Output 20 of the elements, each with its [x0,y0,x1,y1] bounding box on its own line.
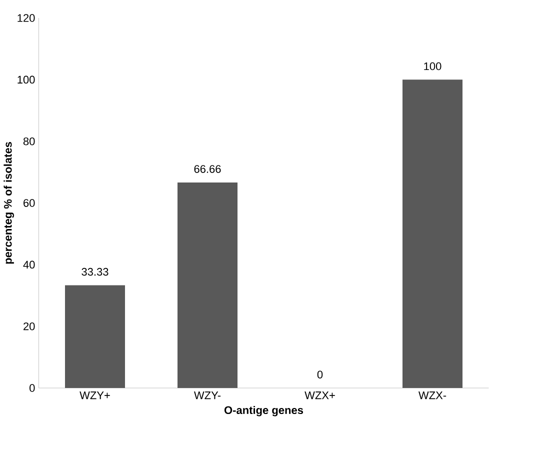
y-tick-label: 80 [23,137,35,146]
y-tick-label: 120 [18,14,35,22]
bar [65,285,125,388]
x-tick-label: WZY- [194,392,221,400]
x-axis-title: O-antige genes [224,406,304,416]
x-tick-label: WZX+ [304,392,335,400]
y-axis-title: percenteg % of isolates [4,142,14,264]
y-tick-label: 60 [24,199,35,207]
bar [178,182,238,388]
bar [402,80,463,388]
y-tick-label: 100 [18,76,35,84]
y-tick-label: 0 [30,384,35,392]
data-label: 100 [424,62,442,70]
data-label: 0 [317,370,323,378]
y-tick-label: 40 [23,260,35,269]
y-tick-label: 20 [24,322,35,330]
data-label: 33.33 [82,268,108,276]
x-tick-label: WZY+ [80,392,110,400]
data-label: 66.66 [194,165,221,173]
x-tick-label: WZX- [418,392,446,400]
